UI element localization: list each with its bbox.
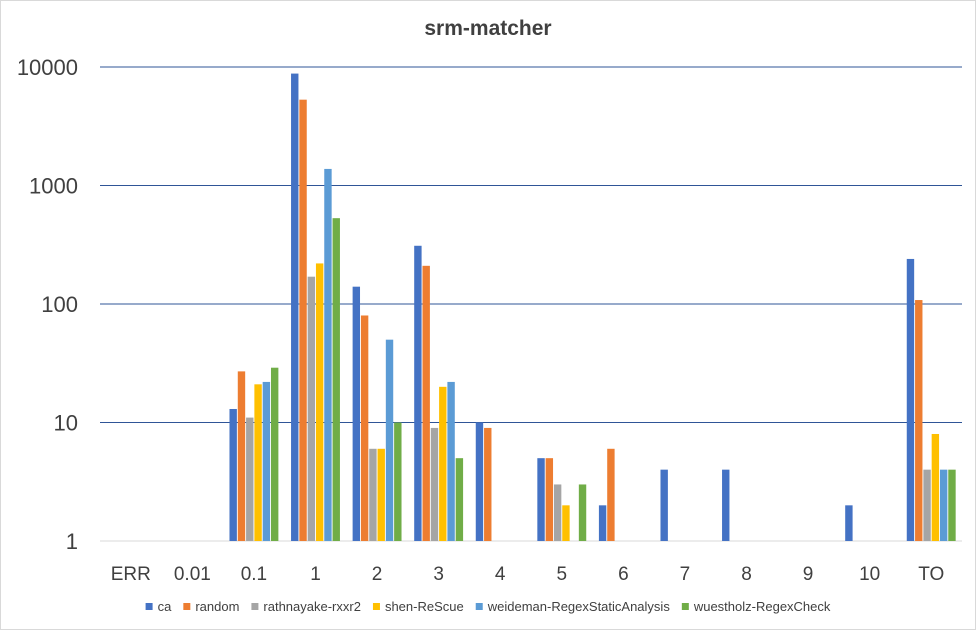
bar-shen-ReScue-3 bbox=[439, 386, 447, 541]
bar-random-6 bbox=[607, 448, 615, 541]
bar-random-TO bbox=[915, 300, 923, 541]
bar-shen-ReScue-1 bbox=[315, 263, 324, 541]
x-tick-label: 0.1 bbox=[241, 564, 267, 585]
bar-rathnayake-rxxr2-0.1 bbox=[246, 417, 254, 541]
gridlines bbox=[100, 66, 962, 542]
bar-random-1 bbox=[299, 99, 307, 541]
legend-swatch bbox=[183, 603, 191, 610]
bar-ca-7 bbox=[660, 469, 668, 541]
bar-shen-ReScue-TO bbox=[931, 433, 940, 541]
bar-rathnayake-rxxr2-TO bbox=[923, 469, 931, 541]
bar-random-0.1 bbox=[237, 371, 246, 541]
x-tick-label: 8 bbox=[741, 564, 752, 585]
legend-item-rathnayake-rxxr2: rathnayake-rxxr2 bbox=[251, 599, 361, 614]
x-tick-label: 10 bbox=[859, 564, 880, 585]
legend-label: random bbox=[195, 599, 239, 614]
bar-ca-1 bbox=[291, 73, 299, 542]
bar-ca-5 bbox=[537, 458, 545, 541]
x-tick-label: 9 bbox=[803, 564, 814, 585]
legend-swatch bbox=[681, 603, 689, 610]
legend-label: ca bbox=[158, 599, 173, 614]
bar-rathnayake-rxxr2-1 bbox=[307, 276, 316, 541]
legend: ca random rathnayake-rxxr2 shen-ReScue weide… bbox=[145, 599, 831, 614]
bar-weideman-RegexStaticAnalysis-0.1 bbox=[262, 381, 271, 541]
bar-ca-0.1 bbox=[229, 408, 237, 541]
bar-weideman-RegexStaticAnalysis-3 bbox=[447, 381, 455, 541]
x-tick-label: 4 bbox=[495, 564, 506, 585]
legend-swatch bbox=[145, 603, 153, 610]
x-tick-label: TO bbox=[918, 564, 944, 585]
y-tick-label: 1000 bbox=[29, 174, 78, 199]
x-tick-label: 7 bbox=[680, 564, 691, 585]
bar-ca-8 bbox=[722, 469, 730, 541]
bar-random-3 bbox=[422, 265, 430, 541]
bar-weideman-RegexStaticAnalysis-1 bbox=[324, 168, 332, 542]
bar-random-4 bbox=[484, 427, 492, 541]
bar-wuestholz-RegexCheck-1 bbox=[332, 218, 340, 541]
bars bbox=[229, 73, 956, 542]
chart-title: srm-matcher bbox=[424, 17, 551, 40]
legend-label: rathnayake-rxxr2 bbox=[263, 599, 361, 614]
bar-wuestholz-RegexCheck-TO bbox=[948, 469, 956, 541]
bar-rathnayake-rxxr2-2 bbox=[369, 448, 377, 541]
y-tick-label: 10 bbox=[54, 411, 78, 436]
bar-random-2 bbox=[360, 315, 369, 541]
legend-label: wuestholz-RegexCheck bbox=[693, 599, 831, 614]
legend-swatch bbox=[372, 603, 380, 610]
x-tick-label: 5 bbox=[556, 564, 567, 585]
bar-wuestholz-RegexCheck-3 bbox=[455, 458, 464, 541]
legend-item-random: random bbox=[183, 599, 239, 614]
bar-rathnayake-rxxr2-5 bbox=[553, 484, 562, 541]
x-tick-label: ERR bbox=[111, 564, 151, 585]
bar-ca-2 bbox=[352, 286, 361, 541]
legend-item-ca: ca bbox=[145, 599, 173, 614]
legend-item-weideman-RegexStaticAnalysis: weideman-RegexStaticAnalysis bbox=[475, 599, 671, 614]
x-tick-label: 1 bbox=[310, 564, 321, 585]
y-tick-label: 1 bbox=[66, 529, 78, 554]
bar-ca-3 bbox=[414, 245, 422, 542]
bar-wuestholz-RegexCheck-2 bbox=[394, 422, 402, 541]
x-tick-labels: ERR 0.01 0.1 1 2 3 4 5 6 7 8 9 10 TO bbox=[111, 564, 945, 585]
legend-swatch bbox=[251, 603, 259, 610]
bar-ca-TO bbox=[906, 258, 915, 541]
legend-item-shen-ReScue: shen-ReScue bbox=[372, 599, 464, 614]
bar-weideman-RegexStaticAnalysis-TO bbox=[939, 469, 948, 541]
bar-wuestholz-RegexCheck-0.1 bbox=[270, 367, 279, 541]
y-tick-labels: 1 10 100 1000 10000 bbox=[17, 55, 78, 554]
bar-ca-6 bbox=[598, 505, 607, 541]
bar-wuestholz-RegexCheck-5 bbox=[578, 484, 587, 541]
bar-shen-ReScue-2 bbox=[377, 448, 385, 541]
bar-shen-ReScue-5 bbox=[562, 505, 570, 541]
y-tick-label: 100 bbox=[41, 292, 78, 317]
bar-weideman-RegexStaticAnalysis-2 bbox=[385, 339, 394, 541]
y-tick-label: 10000 bbox=[17, 55, 78, 80]
legend-label: weideman-RegexStaticAnalysis bbox=[487, 599, 671, 614]
x-tick-label: 2 bbox=[372, 564, 383, 585]
x-tick-label: 3 bbox=[433, 564, 444, 585]
bar-shen-ReScue-0.1 bbox=[254, 384, 262, 541]
legend-swatch bbox=[475, 603, 483, 610]
x-tick-label: 0.01 bbox=[174, 564, 211, 585]
bar-ca-10 bbox=[845, 505, 853, 541]
legend-item-wuestholz-RegexCheck: wuestholz-RegexCheck bbox=[681, 599, 831, 614]
bar-rathnayake-rxxr2-3 bbox=[430, 427, 439, 541]
bar-random-5 bbox=[545, 458, 554, 541]
legend-label: shen-ReScue bbox=[385, 599, 464, 614]
x-tick-label: 6 bbox=[618, 564, 629, 585]
bar-ca-4 bbox=[475, 422, 484, 541]
